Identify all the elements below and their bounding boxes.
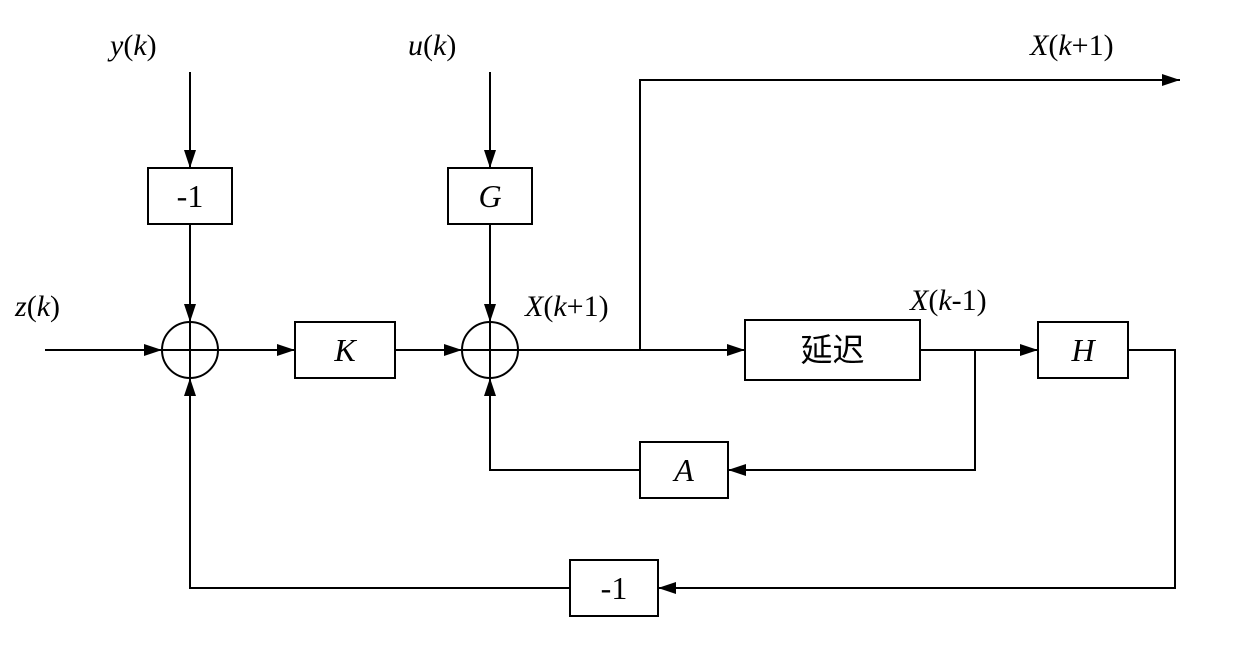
label-Xkm1: X(k-1) <box>909 284 987 317</box>
edge-delay_to_H <box>920 344 1038 356</box>
block-block_neg1_bot: -1 <box>570 560 658 616</box>
block-label: -1 <box>177 178 204 214</box>
arrowhead-icon <box>658 582 676 594</box>
arrowhead-icon <box>444 344 462 356</box>
arrowhead-icon <box>144 344 162 356</box>
edge-sum1_to_K <box>218 344 295 356</box>
edge-line <box>190 378 570 588</box>
block-block_G: G <box>448 168 532 224</box>
edge-neg1_to_sum1 <box>184 224 196 322</box>
arrowhead-icon <box>1020 344 1038 356</box>
sum-sum1 <box>162 322 218 378</box>
arrowhead-icon <box>728 464 746 476</box>
block-label: K <box>333 332 357 368</box>
block-label: H <box>1070 332 1096 368</box>
arrowhead-icon <box>484 150 496 168</box>
edge-sum2_to_delay <box>518 344 745 356</box>
block-block_K: K <box>295 322 395 378</box>
block-label: A <box>672 452 694 488</box>
block-block_A: A <box>640 442 728 498</box>
arrowhead-icon <box>277 344 295 356</box>
block-label: -1 <box>601 570 628 606</box>
edge-uk_to_G <box>484 72 496 168</box>
arrowhead-icon <box>484 378 496 396</box>
sum-sum2 <box>462 322 518 378</box>
block-block_delay: 延迟 <box>745 320 920 380</box>
label-Xk1_mid: X(k+1) <box>524 290 609 323</box>
label-uk: u(k) <box>408 29 456 62</box>
block-block_neg1_top: -1 <box>148 168 232 224</box>
label-zk: z(k) <box>14 290 60 323</box>
edge-G_to_sum2 <box>484 224 496 322</box>
block-label: 延迟 <box>800 332 864 368</box>
edge-yk_to_neg1 <box>184 72 196 168</box>
block-block_H: H <box>1038 322 1128 378</box>
edge-K_to_sum2 <box>395 344 462 356</box>
block-label: G <box>478 178 501 214</box>
label-Xk1_out: X(k+1) <box>1029 29 1114 62</box>
arrowhead-icon <box>184 150 196 168</box>
edge-A_to_sum2 <box>484 378 640 470</box>
edge-neg1bot_to_sum1 <box>184 378 570 588</box>
arrowhead-icon <box>484 304 496 322</box>
arrowhead-icon <box>184 304 196 322</box>
label-yk: y(k) <box>107 29 157 62</box>
arrowhead-icon <box>1162 74 1180 86</box>
arrowhead-icon <box>184 378 196 396</box>
edge-zk_to_sum1 <box>45 344 162 356</box>
arrowhead-icon <box>727 344 745 356</box>
edge-line <box>490 378 640 470</box>
